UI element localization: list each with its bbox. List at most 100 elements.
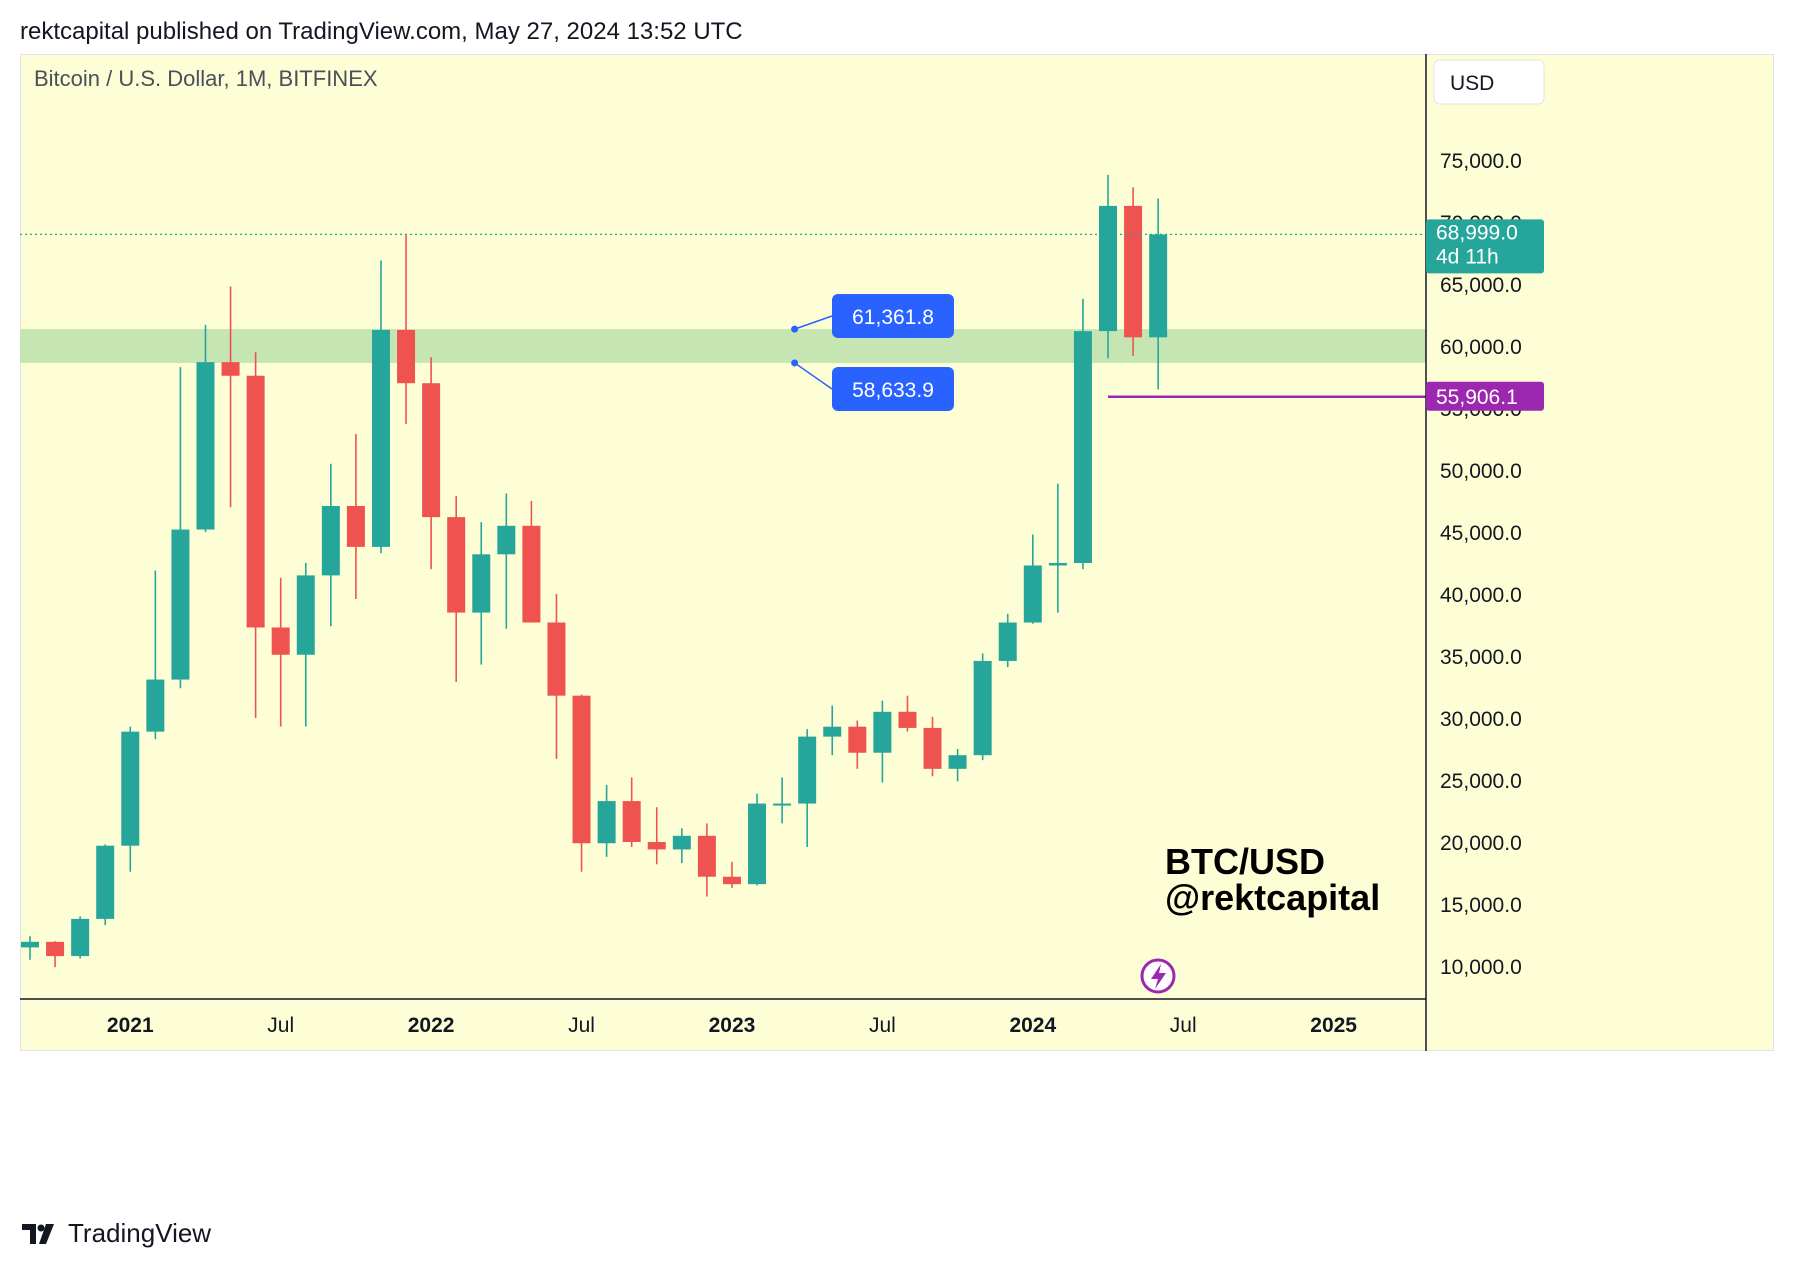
x-tick-label: Jul [568, 1014, 595, 1037]
candle [21, 936, 39, 960]
candle [96, 844, 115, 926]
candle [973, 653, 992, 761]
x-tick-label: 2025 [1310, 1014, 1357, 1037]
y-tick-label: 50,000.0 [1440, 460, 1522, 483]
candle [196, 324, 215, 532]
candle-body [472, 554, 491, 613]
candle-body [547, 622, 566, 696]
x-tick-label: 2024 [1009, 1014, 1056, 1037]
candle [672, 828, 691, 864]
tradingview-logo-icon[interactable] [20, 1220, 60, 1248]
candle-body [447, 517, 466, 613]
candle-body [722, 876, 741, 885]
candle [1073, 298, 1092, 570]
zone-label-connector [794, 362, 833, 390]
zone-label-connector [794, 315, 833, 330]
chart-border [20, 54, 1774, 1051]
candle-body [873, 711, 892, 753]
zone-label-anchor [791, 325, 799, 333]
zone-low-label: 58,633.9 [791, 359, 954, 411]
y-tick-label: 25,000.0 [1440, 770, 1522, 793]
x-tick-label: Jul [1170, 1014, 1197, 1037]
candle [146, 570, 165, 740]
candle-body [597, 801, 616, 844]
candle [71, 916, 90, 959]
candle [948, 749, 967, 782]
candle [873, 700, 892, 783]
candle-body [798, 736, 817, 804]
candle-body [196, 362, 215, 530]
candle-body [1048, 563, 1067, 566]
candle [497, 493, 516, 629]
candle [748, 793, 767, 886]
candle [121, 726, 140, 872]
horizontal-level-value: 55,906.1 [1436, 386, 1518, 409]
candle-body [296, 575, 315, 655]
candlestick-chart[interactable]: 2021 Jul 2022 Jul 2023 Jul 2024 Jul 2025 10,000.… [20, 54, 1774, 1198]
currency-button[interactable]: USD [1433, 59, 1545, 105]
horizontal-level-tag-bg [1426, 381, 1544, 411]
y-tick-label: 40,000.0 [1440, 584, 1522, 607]
candle [1048, 483, 1067, 613]
x-tick-label: Jul [869, 1014, 896, 1037]
tradingview-wordmark: TradingView [68, 1218, 212, 1248]
x-tick-label: 2023 [709, 1014, 756, 1037]
zone-high-label: 61,361.8 [791, 294, 954, 338]
zone-label-value: 58,633.9 [852, 379, 934, 402]
candle [1124, 187, 1143, 356]
candle [622, 777, 641, 847]
zone-label-box [832, 367, 954, 411]
candle-body [221, 362, 240, 376]
y-tick-label: 75,000.0 [1440, 150, 1522, 173]
lightning-icon[interactable] [1140, 958, 1176, 994]
candle-body [96, 845, 115, 919]
support-zone [20, 329, 1426, 363]
candle-body [397, 329, 416, 384]
candle [1149, 198, 1168, 390]
candle [547, 594, 566, 759]
candle-body [321, 505, 340, 576]
y-tick-label: 45,000.0 [1440, 522, 1522, 545]
symbol-title: Bitcoin / U.S. Dollar, 1M, BITFINEX [34, 66, 378, 91]
zone-label-box [832, 294, 954, 338]
candle [221, 286, 240, 508]
candle-body [823, 726, 842, 737]
candle [998, 613, 1017, 668]
candle [346, 434, 365, 599]
candle-body [1149, 234, 1168, 338]
x-tick-label: 2022 [408, 1014, 455, 1037]
candle [46, 941, 65, 968]
candle-body [46, 941, 65, 957]
candle-body [21, 941, 39, 948]
horizontal-level-tag: 55,906.1 [1426, 381, 1544, 411]
candle-body [1023, 565, 1042, 623]
candle-body [998, 622, 1017, 661]
y-tick-label: 30,000.0 [1440, 708, 1522, 731]
zone-label-anchor [791, 359, 799, 367]
candle-body [923, 727, 942, 769]
candle-body [773, 803, 792, 806]
candle-body [898, 711, 917, 728]
candle [522, 501, 541, 623]
candle-body [622, 801, 641, 842]
candle [1099, 174, 1118, 359]
candle-body [1124, 205, 1143, 338]
y-tick-label: 60,000.0 [1440, 336, 1522, 359]
candle [773, 777, 792, 824]
watermark-symbol: BTC/USD [1165, 841, 1325, 882]
candle-body [146, 679, 165, 732]
candle [823, 705, 842, 756]
x-tick-label: Jul [267, 1014, 294, 1037]
candle [697, 823, 716, 897]
chart-panel[interactable]: 2021 Jul 2022 Jul 2023 Jul 2024 Jul 2025 10,000.… [20, 54, 1774, 1198]
candle-body [973, 660, 992, 756]
candle-body [71, 918, 90, 957]
candle-body [948, 755, 967, 769]
last-price-tag-bg [1426, 219, 1544, 274]
last-price-countdown: 4d 11h [1436, 245, 1499, 268]
candle [798, 729, 817, 847]
candle-body [271, 627, 290, 655]
candle [597, 784, 616, 857]
zone-label-value: 61,361.8 [852, 306, 934, 329]
candle-body [422, 383, 441, 518]
